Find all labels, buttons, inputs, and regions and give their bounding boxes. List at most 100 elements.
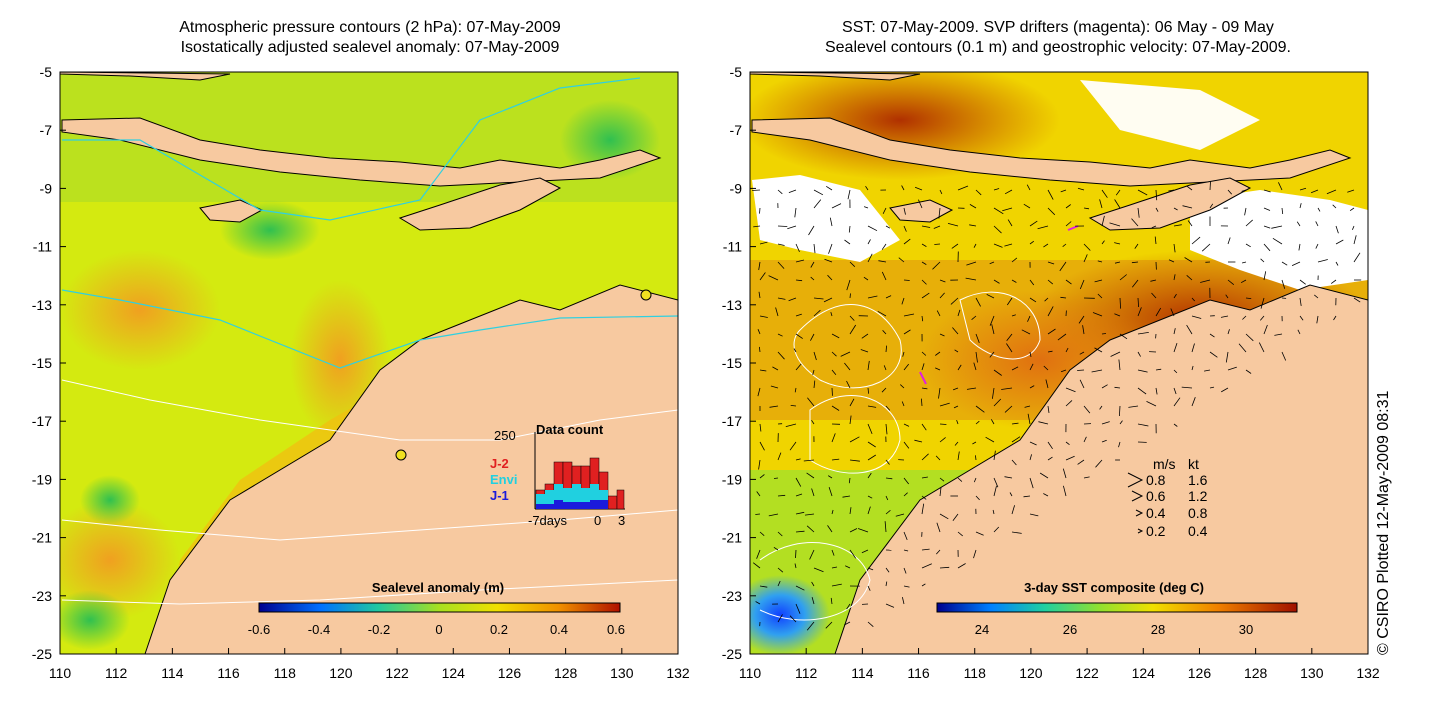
velocity-arrow (1083, 405, 1091, 414)
sst-colorbar-tick-label: 26 (1063, 622, 1077, 637)
velocity-arrow (752, 189, 761, 191)
velocity-arrow (759, 423, 762, 432)
x-tick-label: 120 (329, 665, 353, 681)
velocity-arrows (752, 181, 1362, 631)
sla-colorbar-tick-label: 0 (435, 622, 442, 637)
velocity-arrow (877, 310, 887, 317)
velocity-arrow (1114, 242, 1121, 245)
velocity-arrow (881, 387, 887, 393)
velocity-arrow (993, 369, 1002, 376)
velocity-arrow (1155, 307, 1162, 317)
velocity-arrow (1063, 485, 1067, 497)
velocity-arrow (1191, 343, 1195, 353)
velocity-arrow (1065, 347, 1069, 353)
velocity-arrow (793, 348, 797, 353)
y-tick-label: -17 (32, 413, 52, 429)
sst-colorbar: 3-day SST composite (deg C) 24 26 28 30 (936, 580, 1298, 637)
velocity-arrow (1060, 189, 1067, 193)
velocity-arrow (901, 185, 905, 191)
y-tick-label: -21 (722, 530, 742, 546)
cloud-mask-north (752, 175, 900, 262)
velocity-arrow (1029, 297, 1037, 303)
velocity-arrow (1184, 257, 1193, 263)
velocity-arrow (1029, 441, 1037, 446)
velocity-arrow (1245, 369, 1252, 374)
velocity-arrow (1083, 243, 1091, 251)
velocity-arrow (827, 475, 833, 479)
velocity-arrow (1029, 477, 1034, 489)
velocity-arrow (813, 351, 817, 361)
tide-gauge-2 (640, 289, 652, 301)
velocity-arrow (847, 189, 851, 200)
velocity-arrow (1131, 279, 1139, 288)
velocity-arrow (975, 405, 985, 413)
velocity-arrow (810, 333, 815, 341)
velocity-arrow (811, 581, 815, 587)
velocity-arrow (903, 279, 910, 281)
velocity-arrow (903, 549, 909, 552)
velocity-arrow (1099, 199, 1103, 209)
velocity-arrow (1011, 314, 1016, 317)
velocity-arrow (867, 567, 874, 571)
australia-land (144, 284, 678, 654)
inset-x-zero-label: 0 (594, 513, 601, 528)
velocity-arrow (921, 398, 923, 407)
velocity-arrow (973, 549, 977, 559)
velocity-arrow (971, 315, 977, 321)
velocity-arrow (993, 207, 1004, 215)
velocity-arrow (1047, 441, 1053, 450)
velocity-arrow (939, 402, 950, 407)
velocity-arrow (992, 387, 995, 399)
velocity-arrow (777, 452, 782, 461)
velocity-arrow (867, 495, 873, 499)
velocity-arrow (1227, 329, 1230, 335)
velocity-arrow (969, 204, 977, 209)
inset-bar (599, 490, 608, 500)
velocity-arrow (831, 405, 840, 411)
velocity-arrow (790, 405, 797, 407)
inset-bar (572, 484, 581, 502)
velocity-arrow (846, 279, 851, 291)
velocity-arrow (759, 474, 765, 479)
velocity-arrow (989, 351, 995, 358)
velocity-arrow (957, 477, 963, 482)
velocity-arrow (903, 441, 910, 449)
velocity-arrow (957, 531, 963, 537)
velocity-arrow (1027, 413, 1031, 425)
velocity-arrow (1317, 207, 1321, 212)
velocity-arrow (867, 454, 877, 461)
velocity-arrow (902, 351, 905, 357)
velocity-arrow (1263, 324, 1268, 335)
velocity-arrow (773, 546, 779, 551)
velocity-arrow (1173, 274, 1176, 281)
velocity-arrow (813, 243, 816, 254)
velocity-arrow (1097, 260, 1103, 263)
velocity-arrow (903, 585, 910, 588)
isobar-white-3 (61, 579, 678, 605)
velocity-arrow (939, 513, 949, 520)
velocity-arrow (849, 528, 858, 533)
x-tick-label: 126 (1188, 665, 1212, 681)
velocity-arrow (989, 261, 995, 265)
velocity-arrow (752, 562, 761, 569)
velocity-arrow (1173, 369, 1178, 374)
velocity-arrow (867, 360, 870, 371)
velocity-arrow (1065, 204, 1071, 209)
isobar-cyan-2 (62, 77, 641, 221)
velocity-arrow (1191, 236, 1201, 245)
velocity-arrow (823, 297, 833, 303)
velocity-arrow (975, 495, 980, 501)
velocity-arrow (795, 585, 805, 591)
inset-bar (572, 502, 581, 509)
y-tick-label: -15 (32, 355, 52, 371)
velocity-arrow (756, 549, 761, 559)
velocity-arrow (921, 292, 930, 299)
velocity-arrow (1047, 261, 1055, 265)
sla-high-west (60, 250, 220, 370)
sumba-island (199, 199, 264, 223)
velocity-arrow (975, 420, 980, 425)
sla-colorbar-tick-label: -0.4 (308, 622, 330, 637)
velocity-arrow (1260, 297, 1265, 309)
velocity-arrow (1238, 343, 1247, 353)
velocity-arrow (1119, 405, 1121, 417)
